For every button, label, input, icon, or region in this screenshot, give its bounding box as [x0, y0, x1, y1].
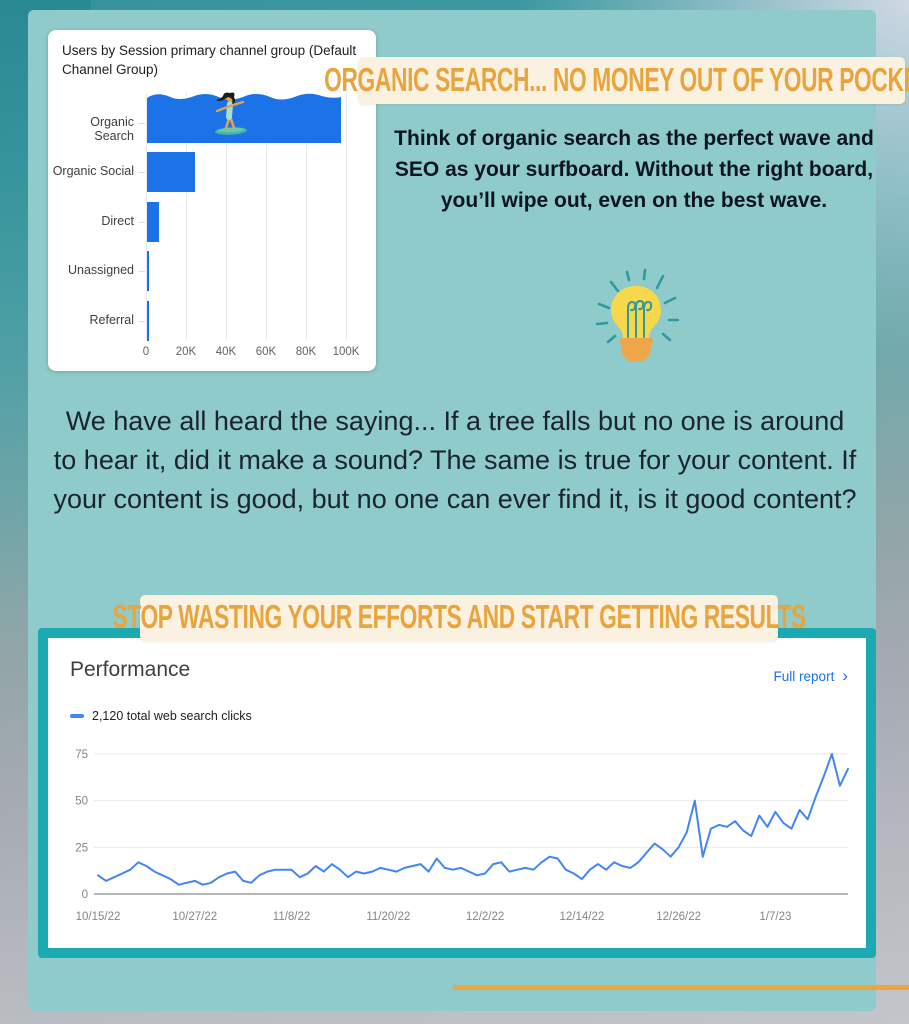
bar-chart-gridline: [226, 92, 227, 340]
bar: [147, 251, 150, 292]
bar-chart-x-tick-label: 20K: [175, 346, 197, 358]
bar-category-label: Organic Search: [90, 115, 134, 143]
quote-paragraph: We have all heard the saying... If a tre…: [53, 406, 857, 514]
wave-crest-decoration: [147, 93, 341, 104]
bar-category-label: Unassigned: [67, 263, 134, 278]
bar: [147, 300, 149, 341]
analytics-bar-chart-card: Users by Session primary channel group (…: [48, 30, 376, 371]
bar-chart-x-tick-label: 40K: [215, 346, 237, 358]
bar-category-tick: [139, 320, 145, 322]
chart-legend: 2,120 total web search clicks: [70, 709, 252, 723]
performance-title: Performance: [70, 658, 191, 681]
bar-chart-gridline: [146, 92, 147, 340]
surfer-icon: [215, 92, 247, 135]
line-chart-y-tick-label: 75: [75, 749, 88, 761]
line-chart-x-tick-label: 12/2/22: [466, 911, 504, 923]
legend-label: 2,120 total web search clicks: [92, 709, 252, 723]
lightbulb-icon: [595, 268, 680, 362]
bar: [147, 103, 341, 143]
line-chart-x-tick-label: 12/26/22: [656, 911, 701, 923]
bar-category-label: Organic Social: [52, 164, 134, 179]
bar-chart-gridline: [266, 92, 267, 340]
line-chart-x-tick-label: 12/14/22: [559, 911, 604, 923]
headline-banner: STOP WASTING YOUR EFFORTS AND START GETT…: [112, 595, 806, 641]
full-report-label: Full report: [773, 668, 835, 684]
bar-chart-plot: 0 20K 40K 60K 80K 100K Organic Search Organic S…: [48, 30, 376, 371]
line-chart-x-tick-label: 11/8/22: [273, 911, 311, 923]
bar-category-label: Referral: [89, 312, 134, 327]
bar-chart-x-tick-label: 0: [142, 346, 150, 358]
headline-banner-text: STOP WASTING YOUR EFFORTS AND START GETT…: [112, 599, 806, 636]
full-report-link[interactable]: Full report ›: [774, 666, 848, 686]
bar-chart-title: Users by Session primary channel group (…: [62, 43, 357, 77]
line-chart-x-tick-label: 11/20/22: [366, 911, 410, 923]
bar: [147, 201, 159, 242]
line-chart-x-tick-label: 10/15/22: [76, 911, 121, 923]
bar: [147, 152, 195, 193]
bar-chart-gridline: [306, 92, 307, 340]
headline-top-text: ORGANIC SEARCH... NO MONEY OUT OF YOUR P…: [323, 61, 909, 99]
bar-category-tick: [139, 271, 145, 273]
search-console-inner: Performance Full report › 2,120 total we…: [48, 638, 866, 948]
clicks-data-line: [97, 753, 849, 886]
legend-line-marker: [70, 714, 84, 718]
search-console-card: Performance Full report › 2,120 total we…: [38, 628, 876, 958]
bar-category-tick: [139, 221, 145, 223]
bar-chart-gridline: [186, 92, 187, 340]
bar-chart-x-tick-label: 60K: [255, 346, 277, 358]
bar-chart-x-tick-label: 80K: [295, 346, 317, 358]
bar-category-label: Direct: [101, 213, 134, 228]
intro-paragraph: Think of organic search as the perfect w…: [394, 127, 874, 212]
line-chart-y-tick-label: 50: [75, 796, 88, 808]
bar-category-tick: [139, 172, 145, 174]
performance-line-chart: 0 25 50 75 10/15/22 10/27/22 11/8/22 11/20/22 12…: [75, 749, 849, 923]
chevron-right-icon: ›: [842, 666, 848, 685]
line-chart-y-tick-label: 25: [75, 842, 88, 854]
line-chart-x-tick-label: 1/7/23: [759, 911, 791, 923]
line-chart-x-tick-label: 10/27/22: [172, 911, 217, 923]
line-chart-plot: 0 25 50 75 10/15/22 10/27/22 11/8/22 11/20/22 12…: [60, 734, 854, 943]
bar-chart-x-tick-label: 100K: [332, 346, 360, 358]
bar-category-tick: [139, 123, 145, 124]
orange-divider: [453, 985, 909, 990]
bar-chart-gridline: [346, 92, 347, 340]
line-chart-y-tick-label: 0: [82, 889, 88, 901]
headline-top-banner: ORGANIC SEARCH... NO MONEY OUT OF YOUR P…: [324, 57, 909, 104]
